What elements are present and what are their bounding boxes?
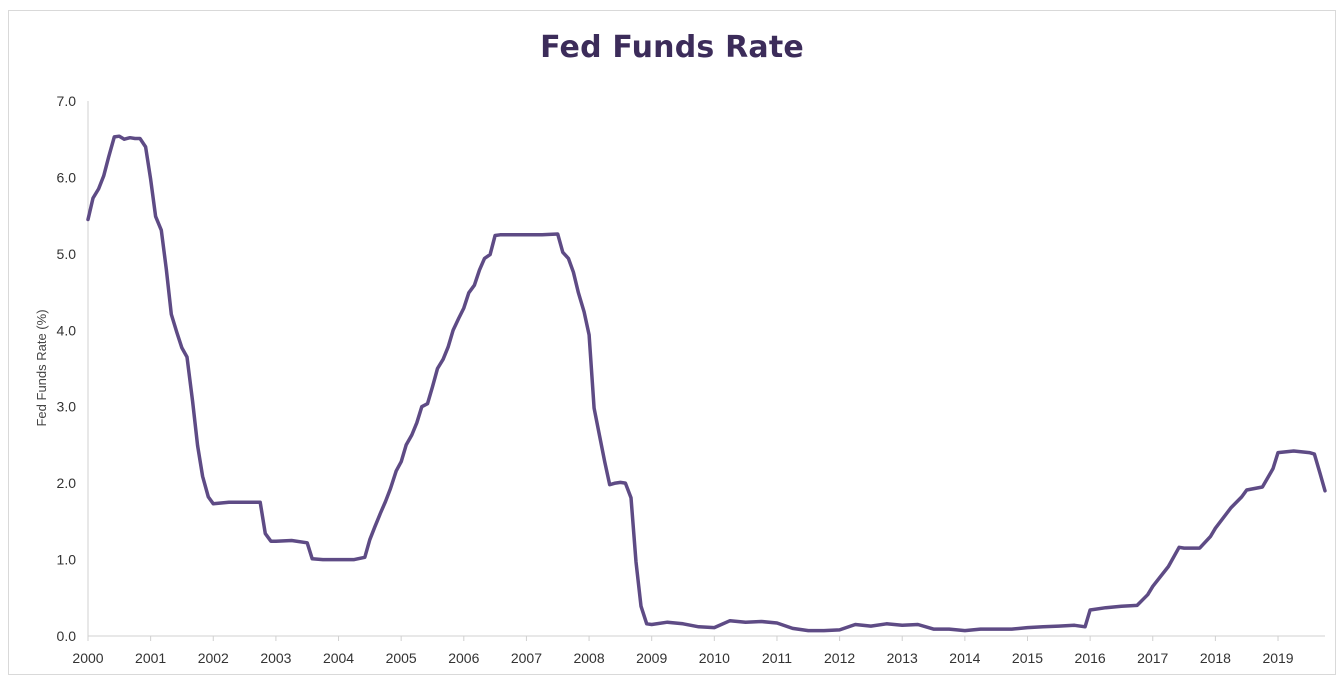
x-tick-label: 2004 xyxy=(323,650,354,666)
x-tick-label: 2003 xyxy=(260,650,291,666)
x-tick-labels: 2000 2001 2002 2003 2004 2005 2006 2007 2008 2009… xyxy=(72,636,1294,666)
x-tick-label: 2011 xyxy=(762,650,792,666)
y-tick-label: 2.0 xyxy=(57,475,77,491)
y-axis-label: Fed Funds Rate (%) xyxy=(34,309,49,426)
y-tick-label: 6.0 xyxy=(57,169,77,185)
x-tick-label: 2013 xyxy=(887,650,918,666)
y-tick-label: 3.0 xyxy=(57,399,77,415)
x-tick-label: 2008 xyxy=(573,650,604,666)
x-tick-label: 2019 xyxy=(1262,650,1293,666)
y-tick-label: 5.0 xyxy=(57,246,77,262)
y-tick-label: 1.0 xyxy=(57,552,77,568)
x-tick-label: 2016 xyxy=(1075,650,1106,666)
chart-frame xyxy=(8,10,1336,675)
x-tick-label: 2009 xyxy=(636,650,667,666)
y-tick-label: 7.0 xyxy=(57,93,77,109)
x-tick-label: 2002 xyxy=(198,650,229,666)
x-tick-label: 2014 xyxy=(949,650,980,666)
x-tick-label: 2012 xyxy=(824,650,855,666)
x-tick-label: 2000 xyxy=(72,650,103,666)
y-tick-label: 0.0 xyxy=(57,628,77,644)
x-tick-label: 2006 xyxy=(448,650,479,666)
x-tick-label: 2007 xyxy=(511,650,542,666)
y-tick-labels: 0.0 1.0 2.0 3.0 4.0 5.0 6.0 7.0 xyxy=(57,93,77,644)
series-line-fed-funds-rate xyxy=(86,134,1327,633)
x-tick-label: 2017 xyxy=(1137,650,1168,666)
x-tick-label: 2001 xyxy=(135,650,166,666)
x-tick-label: 2005 xyxy=(386,650,417,666)
chart-title: Fed Funds Rate xyxy=(540,30,804,65)
x-tick-label: 2018 xyxy=(1200,650,1231,666)
x-tick-label: 2010 xyxy=(699,650,730,666)
y-tick-label: 4.0 xyxy=(57,322,77,338)
x-tick-label: 2015 xyxy=(1012,650,1043,666)
